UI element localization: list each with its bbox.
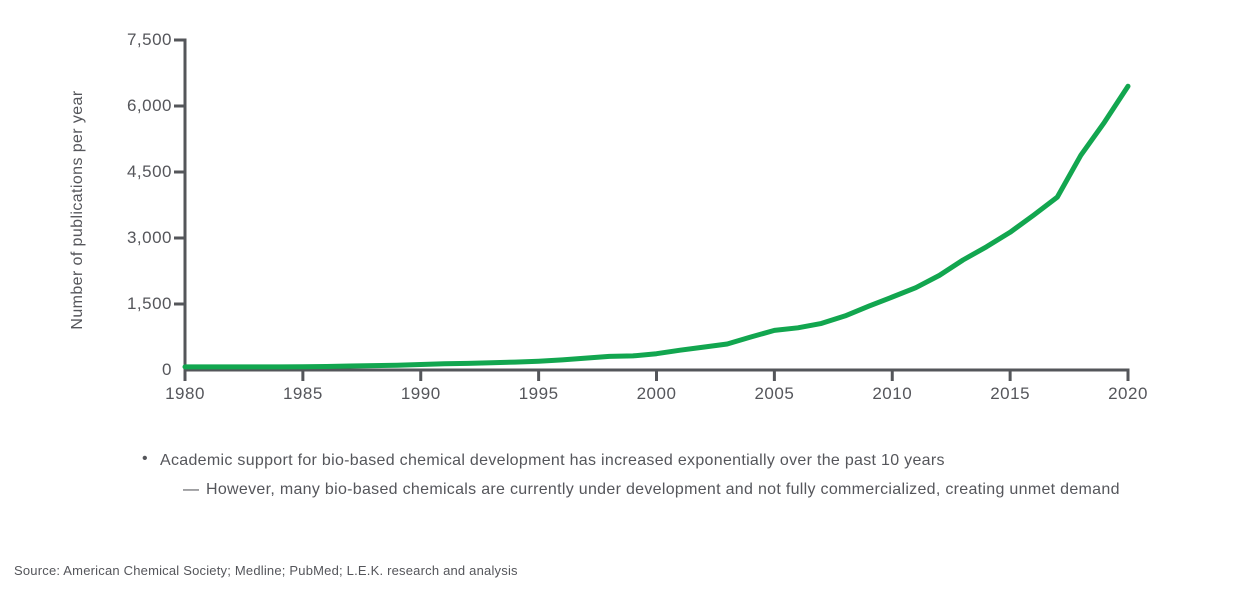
y-tick-label-3000: 3,000	[126, 228, 172, 247]
x-tick-label-2020: 2020	[1108, 384, 1148, 403]
x-tick-label-2015: 2015	[990, 384, 1031, 403]
sub-note-container: — However, many bio-based chemicals are …	[183, 477, 1120, 503]
x-tick-label-1985: 1985	[282, 384, 323, 403]
dash-icon: —	[183, 481, 199, 498]
note-academic-support: Academic support for bio-based chemical …	[160, 452, 945, 469]
y-tick-label-7500: 7,500	[126, 30, 172, 49]
sub-note-unmet-demand: However, many bio-based chemicals are cu…	[206, 481, 1120, 498]
y-tick-label-4500: 4,500	[126, 162, 172, 181]
source-text: Source: American Chemical Society; Medli…	[14, 563, 518, 578]
y-tick-label-6000: 6,000	[126, 96, 172, 115]
y-axis-title: Number of publications per year	[69, 90, 86, 330]
x-tick-label-2000: 2000	[636, 384, 677, 403]
y-tick-label-1500: 1,500	[126, 294, 172, 313]
x-tick-label-1980: 1980	[165, 384, 205, 403]
axes	[174, 38, 1130, 381]
x-tick-label-1995: 1995	[518, 384, 559, 403]
x-tick-label-2005: 2005	[754, 384, 795, 403]
publications-line-chart	[174, 38, 1131, 381]
bullet-icon: •	[142, 450, 148, 467]
x-tick-label-1990: 1990	[400, 384, 441, 403]
x-tick-label-2010: 2010	[872, 384, 913, 403]
publications-series-line	[182, 83, 1131, 370]
y-tick-label-0: 0	[162, 360, 172, 379]
